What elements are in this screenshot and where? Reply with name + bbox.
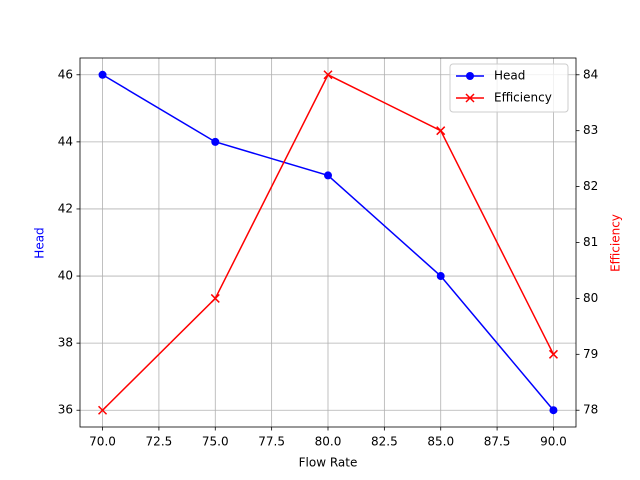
y-tick-label: 36 xyxy=(58,403,73,417)
plot-frame xyxy=(79,57,577,428)
x-tick-label: 75.0 xyxy=(202,435,229,449)
y-tick-label: 40 xyxy=(58,269,73,283)
y2-axis-label: Efficiency xyxy=(609,214,623,272)
y2-tick-label: 84 xyxy=(583,67,598,81)
y-tick-label: 46 xyxy=(58,67,73,81)
x-tick-label: 72.5 xyxy=(146,435,173,449)
y-tick-label: 38 xyxy=(58,336,73,350)
legend-label: Head xyxy=(494,69,525,83)
y2-tick-label: 78 xyxy=(583,403,598,417)
y-axis-label: Head xyxy=(33,227,47,258)
x-axis-label: Flow Rate xyxy=(299,456,358,470)
legend-marker xyxy=(465,93,475,103)
x-tick-label: 80.0 xyxy=(315,435,342,449)
marker xyxy=(324,171,332,180)
marker xyxy=(549,406,558,415)
y2-tick-label: 82 xyxy=(583,179,598,193)
marker xyxy=(210,293,220,303)
legend-marker xyxy=(466,72,474,80)
marker xyxy=(98,70,107,79)
y2-tick-label: 81 xyxy=(583,235,598,249)
marker xyxy=(98,405,108,415)
y-tick-label: 44 xyxy=(58,134,73,148)
x-tick-label: 82.5 xyxy=(371,435,398,449)
x-tick-label: 90.0 xyxy=(540,435,567,449)
x-tick-label: 87.5 xyxy=(484,435,511,449)
marker xyxy=(436,272,445,281)
marker xyxy=(436,126,446,136)
marker xyxy=(323,70,333,80)
y2-tick-label: 83 xyxy=(583,123,598,137)
legend-label: Efficiency xyxy=(494,91,552,105)
y2-tick-label: 80 xyxy=(583,291,598,305)
x-tick-label: 85.0 xyxy=(427,435,454,449)
y-tick-label: 42 xyxy=(58,201,73,215)
x-tick-label: 77.5 xyxy=(258,435,285,449)
marker xyxy=(211,137,220,146)
x-tick-label: 70.0 xyxy=(89,435,116,449)
y2-tick-label: 79 xyxy=(583,347,598,361)
marker xyxy=(548,349,558,359)
